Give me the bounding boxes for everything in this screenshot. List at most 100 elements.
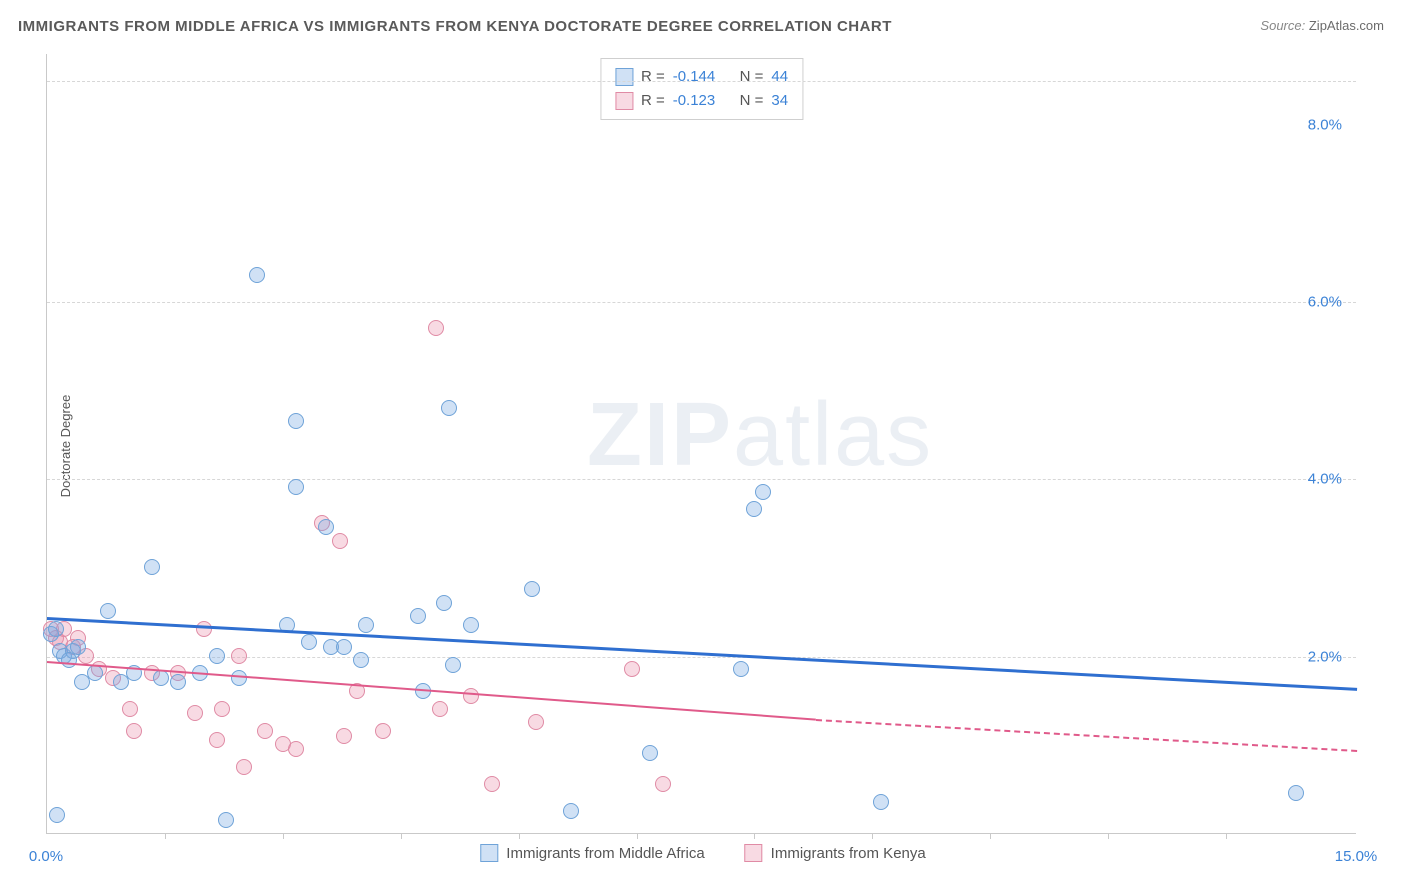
legend-label-b: Immigrants from Kenya — [771, 845, 926, 862]
y-tick-label: 2.0% — [1308, 648, 1342, 665]
data-point — [336, 728, 352, 744]
data-point — [463, 688, 479, 704]
r-value-a: -0.144 — [673, 65, 716, 89]
r-value-b: -0.123 — [673, 89, 716, 113]
n-label: N = — [740, 65, 764, 89]
data-point — [375, 723, 391, 739]
legend-item-b: Immigrants from Kenya — [745, 844, 926, 862]
data-point — [755, 484, 771, 500]
n-label: N = — [740, 89, 764, 113]
watermark: ZIPatlas — [587, 384, 933, 487]
x-tick — [1226, 833, 1227, 839]
data-point — [301, 634, 317, 650]
data-point — [528, 714, 544, 730]
y-tick-label: 6.0% — [1308, 294, 1342, 311]
x-tick-label: 15.0% — [1335, 848, 1378, 865]
data-point — [187, 705, 203, 721]
data-point — [288, 413, 304, 429]
stats-row-series-b: R = -0.123 N = 34 — [615, 89, 788, 113]
data-point — [49, 807, 65, 823]
x-tick — [401, 833, 402, 839]
x-tick — [283, 833, 284, 839]
data-point — [336, 639, 352, 655]
data-point — [445, 657, 461, 673]
x-tick — [165, 833, 166, 839]
swatch-series-b — [745, 844, 763, 862]
data-point — [642, 745, 658, 761]
data-point — [70, 639, 86, 655]
chart-title: IMMIGRANTS FROM MIDDLE AFRICA VS IMMIGRA… — [18, 18, 892, 35]
source-label: Source: — [1260, 18, 1305, 33]
data-point — [432, 701, 448, 717]
data-point — [126, 723, 142, 739]
source-value: ZipAtlas.com — [1309, 18, 1384, 33]
data-point — [48, 621, 64, 637]
trend-line — [47, 661, 816, 721]
data-point — [733, 661, 749, 677]
data-point — [655, 776, 671, 792]
data-point — [100, 603, 116, 619]
x-tick — [519, 833, 520, 839]
data-point — [358, 617, 374, 633]
data-point — [231, 648, 247, 664]
scatter-plot-area: ZIPatlas R = -0.144 N = 44 R = -0.123 N … — [46, 54, 1356, 834]
data-point — [463, 617, 479, 633]
data-point — [524, 581, 540, 597]
n-value-a: 44 — [771, 65, 788, 89]
legend-item-a: Immigrants from Middle Africa — [480, 844, 704, 862]
gridline — [47, 81, 1356, 82]
stats-legend: R = -0.144 N = 44 R = -0.123 N = 34 — [600, 58, 803, 120]
swatch-series-a — [615, 68, 633, 86]
bottom-legend: Immigrants from Middle Africa Immigrants… — [480, 844, 925, 862]
y-tick-label: 4.0% — [1308, 471, 1342, 488]
trend-line — [815, 719, 1357, 752]
data-point — [1288, 785, 1304, 801]
stats-row-series-a: R = -0.144 N = 44 — [615, 65, 788, 89]
data-point — [288, 741, 304, 757]
data-point — [257, 723, 273, 739]
r-label: R = — [641, 65, 665, 89]
x-tick — [990, 833, 991, 839]
gridline — [47, 479, 1356, 480]
data-point — [441, 400, 457, 416]
data-point — [332, 533, 348, 549]
data-point — [144, 559, 160, 575]
data-point — [87, 665, 103, 681]
data-point — [209, 732, 225, 748]
watermark-light: atlas — [733, 385, 933, 485]
data-point — [563, 803, 579, 819]
data-point — [209, 648, 225, 664]
data-point — [353, 652, 369, 668]
x-tick — [872, 833, 873, 839]
data-point — [153, 670, 169, 686]
y-tick-label: 8.0% — [1308, 116, 1342, 133]
data-point — [122, 701, 138, 717]
data-point — [318, 519, 334, 535]
data-point — [410, 608, 426, 624]
r-label: R = — [641, 89, 665, 113]
data-point — [214, 701, 230, 717]
legend-label-a: Immigrants from Middle Africa — [506, 845, 704, 862]
data-point — [624, 661, 640, 677]
data-point — [196, 621, 212, 637]
n-value-b: 34 — [771, 89, 788, 113]
data-point — [746, 501, 762, 517]
swatch-series-a — [480, 844, 498, 862]
x-tick-label: 0.0% — [29, 848, 63, 865]
source-attribution: Source: ZipAtlas.com — [1260, 18, 1384, 33]
x-tick — [637, 833, 638, 839]
data-point — [249, 267, 265, 283]
x-tick — [754, 833, 755, 839]
data-point — [218, 812, 234, 828]
data-point — [436, 595, 452, 611]
data-point — [236, 759, 252, 775]
x-tick — [1108, 833, 1109, 839]
data-point — [428, 320, 444, 336]
gridline — [47, 302, 1356, 303]
watermark-bold: ZIP — [587, 385, 733, 485]
swatch-series-b — [615, 92, 633, 110]
data-point — [484, 776, 500, 792]
data-point — [288, 479, 304, 495]
data-point — [170, 674, 186, 690]
data-point — [873, 794, 889, 810]
